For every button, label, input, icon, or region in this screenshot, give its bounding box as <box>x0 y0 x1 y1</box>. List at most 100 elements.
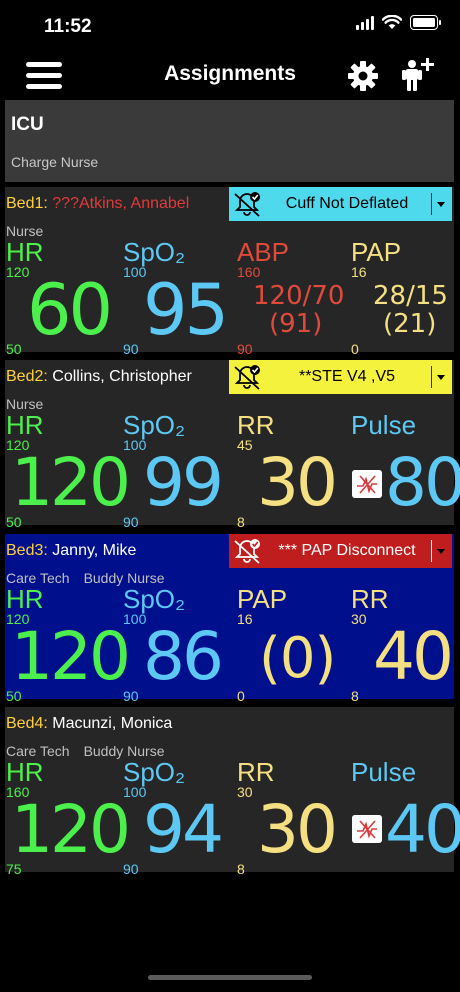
alarm-silenced-icon <box>234 192 260 217</box>
abp-mean: (91) <box>269 309 323 339</box>
param-low-limit: 8 <box>237 514 245 530</box>
param-label: SpO₂ <box>123 584 186 614</box>
param-low-limit: 90 <box>123 861 139 877</box>
pap-label-group: PAP 16 <box>351 239 401 279</box>
param-high-limit: 16 <box>351 264 367 280</box>
param-low-limit: 90 <box>123 688 139 704</box>
param-label: SpO₂ <box>123 757 186 787</box>
pap-mean: (21) <box>383 309 437 339</box>
param-label: Pulse <box>351 757 417 787</box>
staff-roles: Nurse <box>6 223 57 239</box>
hr-label-group: HR 120 <box>6 412 44 452</box>
hr-value: 120 <box>11 618 131 695</box>
alarm-silenced-icon <box>234 539 260 564</box>
staff-role: Nurse <box>6 223 44 239</box>
alarm-text: *** PAP Disconnect <box>278 542 416 559</box>
hr-label-group: HR 120 <box>6 239 44 279</box>
bed-card-4[interactable]: Bed4: Macunzi, Monica Care Tech Buddy Nur… <box>5 707 460 877</box>
spo2-label-group: SpO₂ 100 <box>123 412 185 452</box>
bed-label: Bed1: ???Atkins, Annabel <box>6 195 189 213</box>
param-low-limit: 90 <box>123 341 139 357</box>
param-label: SpO₂ <box>123 410 186 440</box>
param-low-limit: 90 <box>237 341 253 357</box>
param-high-limit: 120 <box>6 264 30 280</box>
param-high-limit: 120 <box>6 437 30 453</box>
rr-label-group: RR 45 <box>237 412 275 452</box>
param-high-limit: 160 <box>6 784 30 800</box>
patient-name: Collins, Christopher <box>52 368 192 385</box>
alarm-banner[interactable]: **STE V4 ,V5 <box>229 360 452 394</box>
dropdown-icon[interactable] <box>431 193 450 215</box>
rr-value: 30 <box>257 444 338 521</box>
param-low-limit: 8 <box>237 861 245 877</box>
bed-label: Bed4: Macunzi, Monica <box>6 715 172 733</box>
staff-role: Nurse <box>6 396 44 412</box>
alarm-silenced-icon <box>234 365 260 390</box>
param-label: HR <box>6 410 44 440</box>
param-low-limit: 50 <box>6 341 22 357</box>
bed-card-1[interactable]: Bed1: ???Atkins, Annabel Nurse Cuff Not … <box>5 187 454 357</box>
pulse-label-group: Pulse <box>351 759 416 785</box>
param-label: RR <box>351 584 389 614</box>
param-low-limit: 0 <box>237 688 245 704</box>
hamburger-menu-icon[interactable] <box>26 62 62 90</box>
param-low-limit: 90 <box>123 514 139 530</box>
spo2-value: 99 <box>143 444 224 521</box>
battery-icon <box>410 15 441 30</box>
bed-label: Bed3: Janny, Mike <box>6 542 136 560</box>
param-label: HR <box>6 237 44 267</box>
staff-roles: Nurse <box>6 396 57 412</box>
bed-number: Bed4: <box>6 715 48 732</box>
staff-role: Care Tech <box>6 570 70 586</box>
spo2-value: 95 <box>143 269 229 351</box>
hr-label-group: HR 160 <box>6 759 44 799</box>
param-low-limit: 8 <box>351 688 359 704</box>
param-high-limit: 45 <box>237 437 253 453</box>
param-label: HR <box>6 757 44 787</box>
param-label: RR <box>237 757 275 787</box>
staff-role: Buddy Nurse <box>83 743 165 759</box>
hr-value: 120 <box>11 791 131 868</box>
spo2-value: 94 <box>143 791 224 868</box>
param-high-limit: 100 <box>123 784 147 800</box>
dropdown-icon[interactable] <box>431 366 450 388</box>
param-low-limit: 50 <box>6 514 22 530</box>
staff-role: Care Tech <box>6 743 70 759</box>
patient-name: Macunzi, Monica <box>52 715 173 732</box>
hr-value: 60 <box>27 269 113 351</box>
pap-value: (0) <box>259 626 336 691</box>
param-high-limit: 160 <box>237 264 261 280</box>
param-high-limit: 30 <box>351 611 367 627</box>
alarm-banner[interactable]: *** PAP Disconnect <box>229 534 452 568</box>
patient-name: Janny, Mike <box>52 542 137 559</box>
bed-number: Bed3: <box>6 542 48 559</box>
wifi-icon <box>382 15 402 29</box>
gear-icon[interactable] <box>347 60 379 92</box>
staff-roles: Care Tech Buddy Nurse <box>6 743 179 759</box>
staff-role: Buddy Nurse <box>83 570 165 586</box>
bed-card-2[interactable]: Bed2: Collins, Christopher Nurse **STE V… <box>5 360 460 530</box>
home-indicator[interactable] <box>148 975 312 980</box>
pulse-value: 40 <box>385 791 460 868</box>
hr-label-group: HR 120 <box>6 586 44 626</box>
bed-card-3[interactable]: Bed3: Janny, Mike Care Tech Buddy Nurse *… <box>5 534 454 704</box>
spo2-value: 86 <box>143 618 224 695</box>
patient-name: ???Atkins, Annabel <box>52 195 190 212</box>
bed-number: Bed2: <box>6 368 48 385</box>
spo2-label-group: SpO₂ 100 <box>123 239 185 279</box>
param-high-limit: 16 <box>237 611 253 627</box>
abp-label-group: ABP 160 <box>237 239 289 279</box>
param-high-limit: 100 <box>123 264 147 280</box>
param-label: SpO₂ <box>123 237 186 267</box>
dropdown-icon[interactable] <box>431 540 450 562</box>
status-bar: 11:52 <box>0 0 460 52</box>
staff-roles: Care Tech Buddy Nurse <box>6 570 179 586</box>
pulse-label-group: Pulse <box>351 412 416 438</box>
alarm-banner[interactable]: Cuff Not Deflated <box>229 187 452 221</box>
add-person-icon[interactable] <box>400 56 436 92</box>
user-role: Charge Nurse <box>11 154 99 170</box>
unit-header[interactable]: ICU Charge Nurse <box>5 100 454 182</box>
param-low-limit: 0 <box>351 341 359 357</box>
param-low-limit: 75 <box>6 861 22 877</box>
